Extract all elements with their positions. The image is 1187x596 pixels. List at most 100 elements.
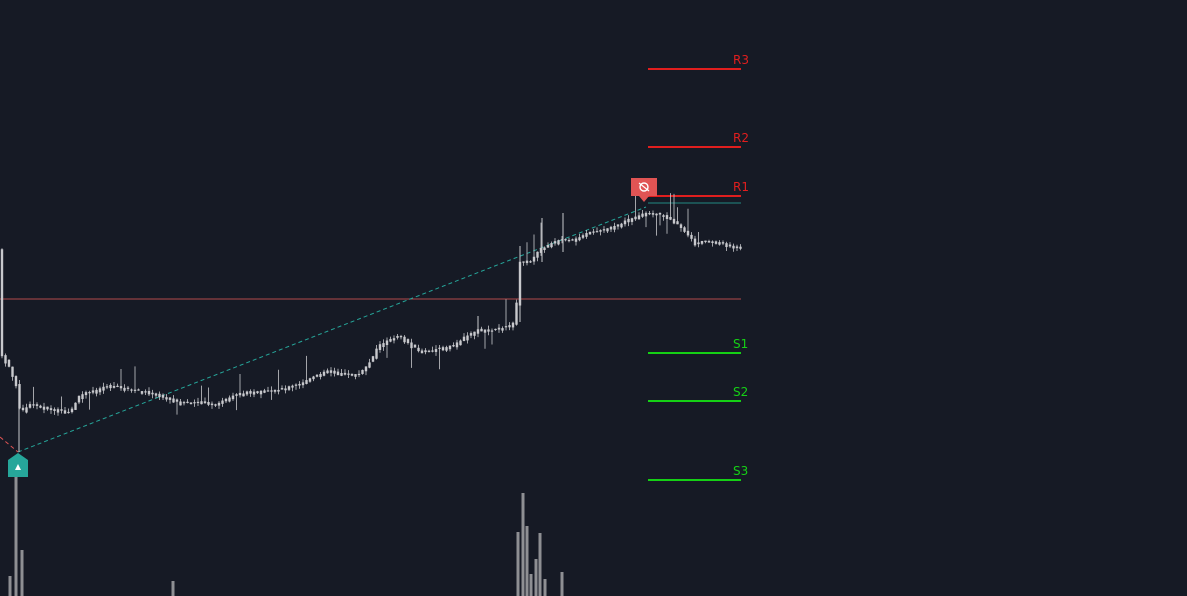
candle-body [291,385,294,388]
candle-body [60,409,63,411]
candle-body [273,389,277,392]
candle-body [336,371,340,376]
candle-body [445,347,448,351]
volume-bar [521,493,525,596]
candle-body [130,389,133,391]
candle-body [280,388,284,390]
pivot-label-r2: R2 [733,131,749,145]
candle-body [361,369,364,374]
pivot-levels: R3 R2 R1 S1 S2 S3 [0,53,749,481]
volume-bar [516,532,520,596]
candle-body [14,376,18,387]
sell-marker-shape [631,178,657,202]
candle-body [326,370,329,374]
candle-body [473,331,476,336]
candle-body [25,407,28,413]
volume-bar [8,576,12,596]
volume-bar [529,574,533,596]
candle-body [718,242,721,245]
volume-bar [171,581,175,596]
candle-body [529,261,532,263]
candle-body [735,246,739,249]
candle-body [228,397,231,402]
candle-body [333,370,336,374]
candle-body [109,384,112,389]
candle-body [480,328,483,332]
candle-body [410,342,413,349]
candle-body [189,402,193,405]
volume-bar [560,572,564,596]
candle-body [462,336,466,341]
candle-body [658,212,662,215]
candle-body [119,386,123,389]
candle-body [560,239,564,241]
candle-body [455,342,459,348]
pivot-label-s2: S2 [733,385,748,399]
candle-body [49,408,53,411]
candle-body [200,401,203,405]
candle-body [679,224,683,228]
candle-body [221,400,224,404]
candle-body [95,389,98,394]
candle-body [522,261,525,263]
sell-signal-marker[interactable] [631,178,657,202]
candle-body [644,212,648,217]
candle-body [196,401,200,404]
candle-body [277,389,280,392]
candle-body [539,248,543,253]
candle-body [438,347,441,349]
candle-body [245,391,249,395]
candle-body [39,405,42,408]
candle-body [105,386,109,388]
candle-body [574,238,578,242]
candle-body [35,404,39,406]
candle-body [567,239,571,242]
candle-body [686,230,690,236]
candle-body [487,329,490,332]
candle-body [504,326,508,328]
candle-body [88,392,91,394]
buy-signal-marker[interactable] [8,453,28,477]
candle-body [133,389,137,391]
bear-icon-stroke [638,182,650,192]
signal-markers[interactable] [8,178,657,477]
candle-body [322,371,326,376]
candle-body [634,216,637,220]
candle-body [627,218,630,223]
candle-body [448,345,452,350]
candle-body [676,221,679,225]
candle-body [403,336,406,343]
volume-bar [525,526,529,596]
candle-body [231,395,235,400]
candle-body [287,386,291,390]
candle-body [224,398,228,402]
bull-icon [15,464,21,470]
candle-body [56,409,60,413]
candle-body [606,228,609,232]
candle-body [508,325,511,328]
candle-body [616,224,620,227]
candle-body [354,374,357,377]
trendlines [0,206,647,453]
candle-body [214,404,217,406]
candle-body [711,241,714,243]
candle-body [81,394,84,400]
candle-body [368,362,371,368]
candle-body [501,328,504,331]
candle-body [186,401,189,403]
candle-body [543,247,546,251]
candle-body [662,215,665,217]
volume-bar [543,579,547,596]
candle-body [175,399,179,402]
candle-body [4,355,7,364]
candle-body [378,344,382,350]
candle-body [0,249,4,357]
candle-body [592,231,595,233]
candle-body [641,213,644,217]
candle-body [697,242,700,245]
candle-body [11,366,14,377]
volume-bar [538,533,542,596]
candle-body [84,392,88,396]
